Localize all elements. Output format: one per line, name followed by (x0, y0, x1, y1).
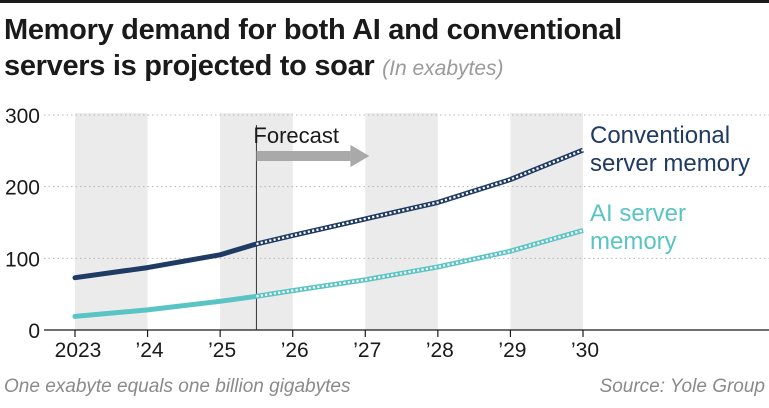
forecast-arrow-head (350, 145, 370, 167)
title-unit: (In exabytes) (382, 57, 504, 80)
x-tick-2029: ’29 (498, 339, 526, 362)
x-tick-2025: ’25 (208, 339, 236, 362)
y-tick-200: 200 (5, 177, 40, 200)
footnote: One exabyte equals one billion gigabytes (4, 376, 351, 397)
x-tick-2023: 2023 (55, 339, 102, 362)
x-tick-2027: ’27 (353, 339, 381, 362)
series-lines (72, 147, 584, 319)
x-tick-2026: ’26 (281, 339, 309, 362)
x-tick-2030: ’30 (571, 339, 599, 362)
shaded-band-3 (510, 113, 583, 330)
line-chart: 0 100 200 300 2023 ’24 ’25 ’26 ’27 ’28 ’29 ’30 For… (5, 105, 769, 362)
y-tick-0: 0 (28, 320, 40, 343)
series-0-label-line-1: server memory (590, 150, 750, 177)
forecast-arrow-shaft (256, 151, 351, 161)
x-tick-2024: ’24 (136, 339, 164, 362)
forecast-marker: Forecast (253, 123, 370, 330)
title-line-1: Memory demand for both AI and convention… (4, 14, 622, 46)
forecast-label: Forecast (253, 123, 339, 148)
title-line-2: servers is projected to soar (In exabyte… (4, 48, 764, 87)
series-0-label-line-0: Conventional (590, 122, 730, 149)
gridlines (44, 114, 769, 331)
source-note: Source: Yole Group (599, 376, 765, 397)
chart-title: Memory demand for both AI and convention… (4, 12, 764, 87)
series-1-label-line-1: memory (590, 228, 677, 255)
shaded-band-2 (365, 113, 438, 330)
series-1-forecast-dots (256, 229, 584, 298)
y-tick-100: 100 (5, 248, 40, 271)
top-rule (0, 0, 769, 3)
series-1-label-line-0: AI server (590, 200, 686, 227)
y-tick-300: 300 (5, 105, 40, 128)
y-tick-labels: 0 100 200 300 (5, 105, 40, 343)
shaded-band-0 (75, 113, 148, 330)
series-0-actual-line (72, 241, 259, 281)
x-tick-2028: ’28 (426, 339, 454, 362)
title-line-2-text: servers is projected to soar (4, 50, 375, 82)
series-0-forecast-dots (256, 149, 584, 246)
x-tick-labels: 2023 ’24 ’25 ’26 ’27 ’28 ’29 ’30 (55, 330, 599, 362)
series-1-actual-line (72, 293, 259, 319)
